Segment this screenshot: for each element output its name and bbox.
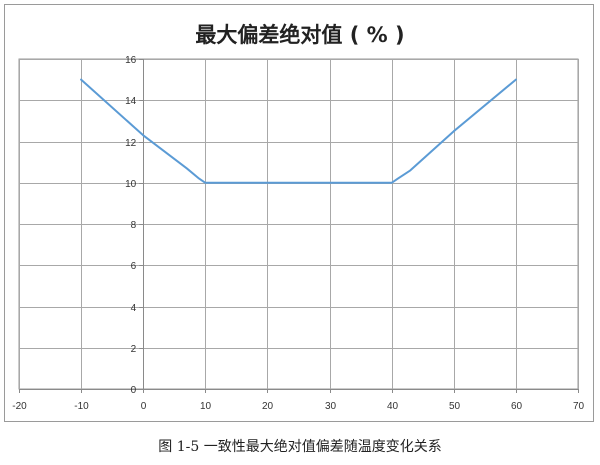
- y-tick-label: 0: [131, 385, 137, 396]
- y-tick-label: 16: [125, 55, 137, 66]
- x-tick-label: 10: [200, 401, 212, 412]
- grid-layer: [18, 58, 579, 390]
- y-tick-label: 6: [131, 261, 137, 272]
- x-tick-label: 70: [573, 401, 585, 412]
- x-tick-label: 60: [511, 401, 523, 412]
- axis-layer: [19, 59, 579, 393]
- x-tick-label: 40: [387, 401, 399, 412]
- y-tick-label: 10: [125, 179, 137, 190]
- series-line: [80, 78, 517, 184]
- x-tick-label: 0: [141, 401, 147, 412]
- x-tick-label: -20: [12, 401, 27, 412]
- x-tick-label: -10: [74, 401, 89, 412]
- y-tick-label: 2: [131, 344, 137, 355]
- y-tick-label: 4: [131, 303, 137, 314]
- figure-caption: 图 1-5 一致性最大绝对值偏差随温度变化关系: [158, 439, 442, 455]
- y-tick-label: 12: [125, 138, 137, 149]
- label-layer: 0 2 4 6 8 10 12 14 16 -20 -10 0 10 20 30 40 50 60 70: [12, 55, 584, 412]
- chart-title: 最大偏差绝对值 ( % ): [195, 23, 405, 47]
- series-layer: [80, 78, 517, 184]
- x-tick-label: 50: [449, 401, 461, 412]
- x-tick-label: 30: [325, 401, 337, 412]
- y-tick-label: 14: [125, 96, 137, 107]
- x-tick-label: 20: [262, 401, 274, 412]
- y-tick-label: 8: [131, 220, 137, 231]
